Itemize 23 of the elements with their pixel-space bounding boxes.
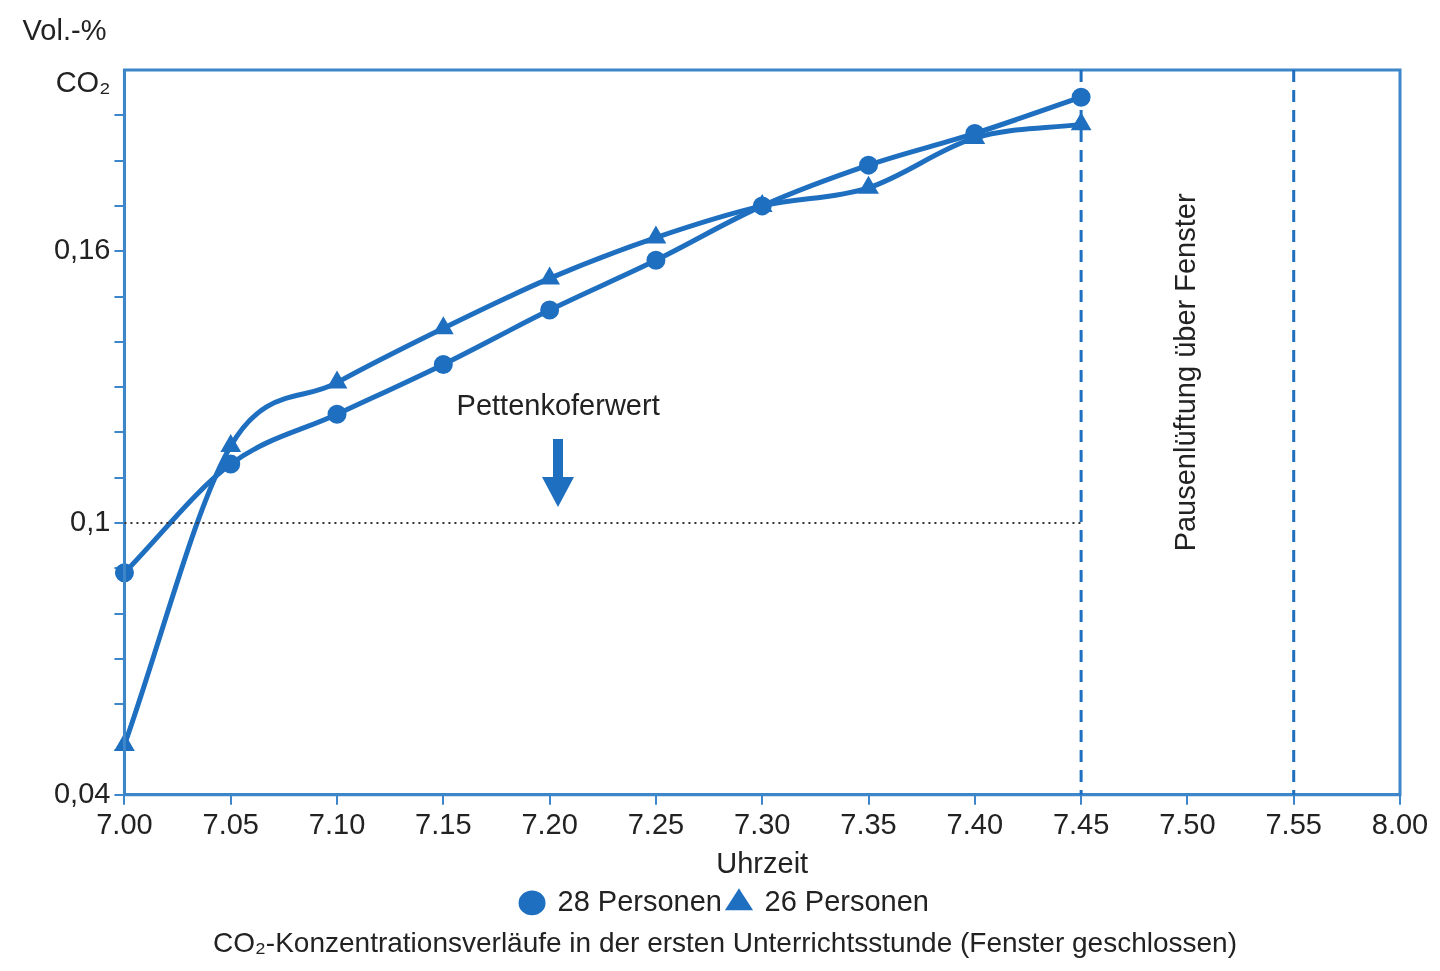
annotation: Pausenlüftung über Fenster (1169, 193, 1202, 552)
x-tick-label: 7.45 (1052, 808, 1110, 841)
x-tick-label: 7.25 (627, 808, 685, 841)
x-tick-label: 8.00 (1371, 808, 1429, 841)
x-tick-label: 7.05 (202, 808, 259, 841)
x-tick-label: 7.55 (1265, 808, 1322, 841)
x-tick-label: 7.10 (308, 808, 366, 841)
y-tick-label: 0,1 (70, 505, 111, 537)
legend-label: 26 Personen (764, 884, 929, 917)
x-tick-label: 7.50 (1159, 808, 1216, 841)
y-axis-title: Vol.-% CO₂ (22, 14, 111, 98)
annotation: Pettenkoferwert (456, 389, 660, 421)
x-axis-title: Uhrzeit (716, 847, 809, 879)
x-tick-label: 7.35 (840, 808, 897, 841)
x-tick-label: 7.00 (96, 808, 153, 841)
y-tick-label: 0,04 (53, 776, 111, 809)
x-tick-label: 7.20 (521, 808, 578, 841)
x-tick-label: 7.15 (415, 808, 472, 841)
legend-label: 28 Personen (557, 884, 723, 917)
x-tick-label: 7.30 (733, 808, 791, 841)
x-tick-label: 7.40 (946, 808, 1004, 841)
y-tick-label: 0,16 (53, 233, 111, 266)
text: CO₂-Konzentrationsverläufe in der ersten Unterrichtsstunde (Fenster geschlossen) (212, 926, 1238, 958)
